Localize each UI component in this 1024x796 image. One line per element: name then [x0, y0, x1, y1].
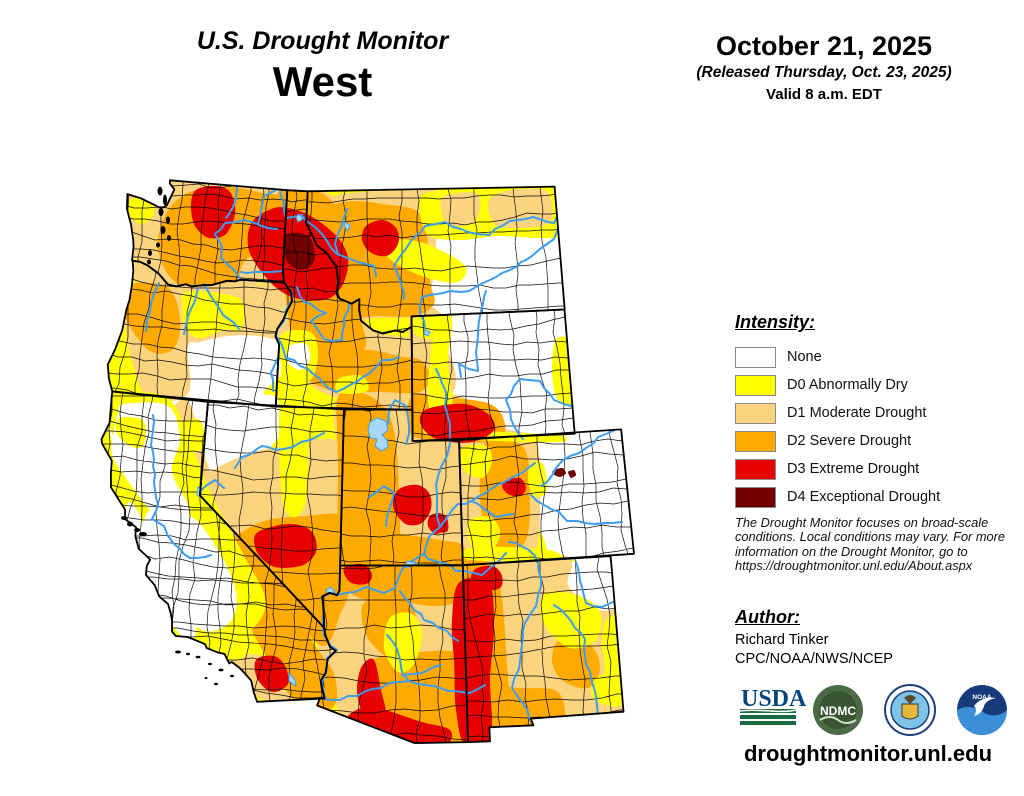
svg-text:USDA: USDA: [741, 686, 807, 712]
svg-text:NOAA: NOAA: [972, 694, 991, 701]
svg-text:NDMC: NDMC: [820, 704, 856, 718]
